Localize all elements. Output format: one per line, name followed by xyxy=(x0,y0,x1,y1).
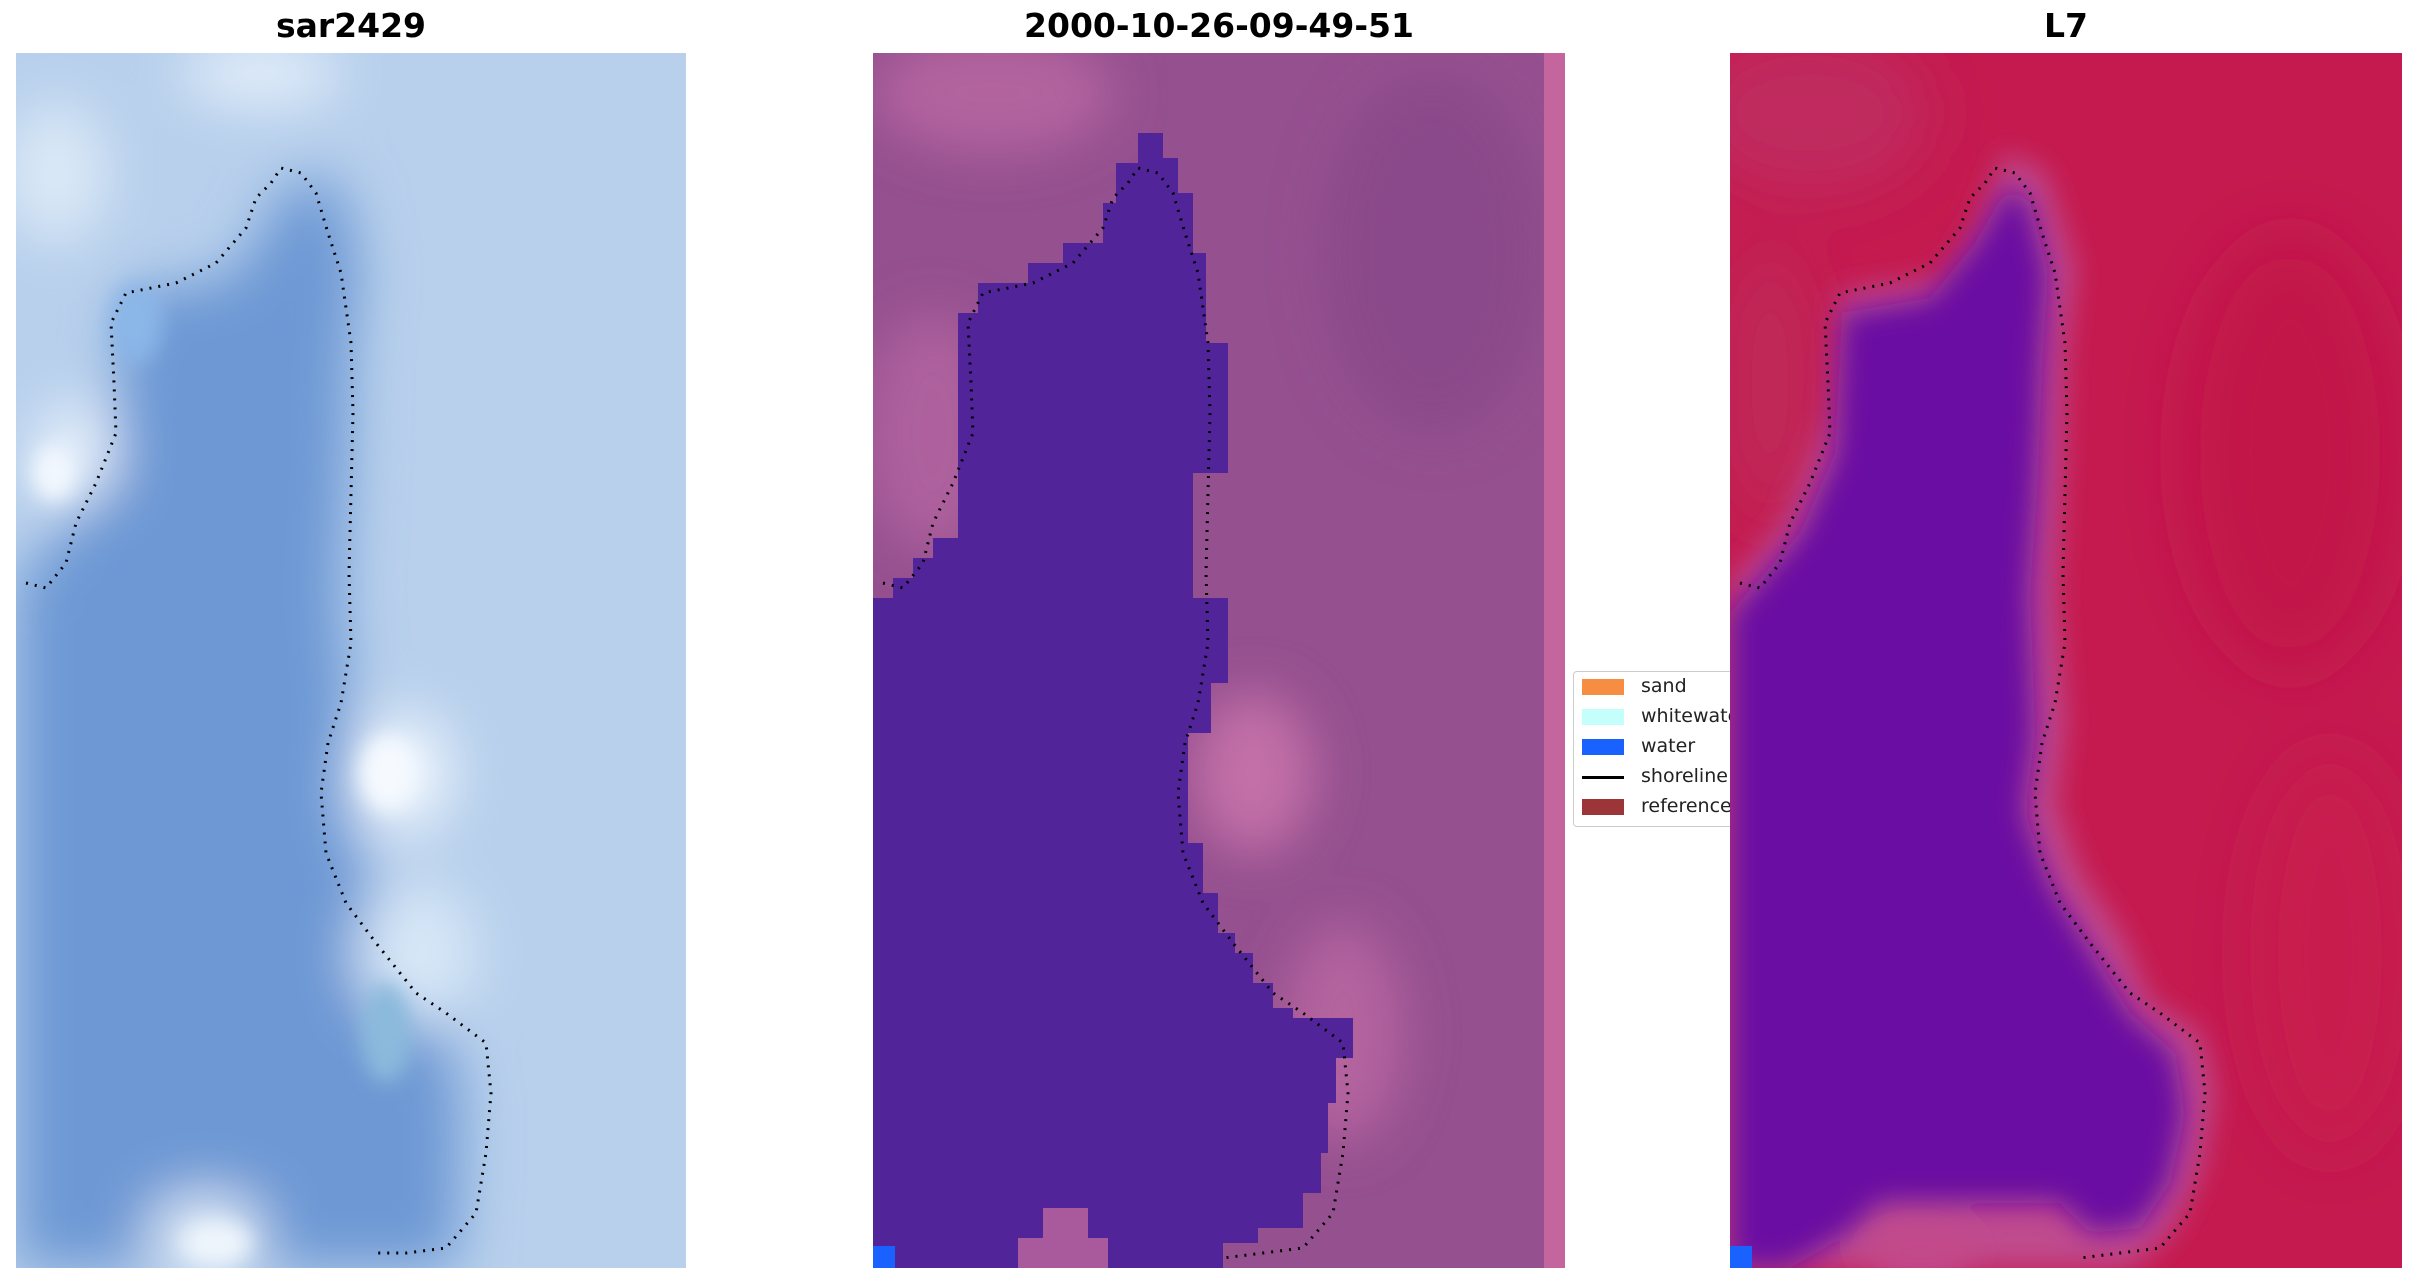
classification-image xyxy=(873,53,1565,1268)
rgb-water-body xyxy=(16,178,461,1268)
rgb-highlight xyxy=(361,983,411,1083)
panel-title-rgb: sar2429 xyxy=(275,6,427,45)
classification-land-tone xyxy=(873,53,1113,153)
l7-water-pixel xyxy=(1730,1246,1752,1268)
reference-swatch xyxy=(1582,799,1624,815)
legend-label: reference xyxy=(1641,795,1732,817)
rgb-highlight xyxy=(32,445,76,501)
whitewater-swatch xyxy=(1582,709,1624,725)
l7-water xyxy=(1730,183,2185,1268)
classification-water-inlet xyxy=(1018,1208,1108,1268)
rgb-bright-patch xyxy=(181,53,341,103)
l7-water-pink-patch xyxy=(1865,1228,1975,1268)
rgb-bright-patch xyxy=(16,103,106,243)
water-swatch xyxy=(1582,739,1624,755)
l7-shoreline xyxy=(1739,166,2207,1260)
classification-shoreline xyxy=(882,166,1350,1260)
classification-edge-strip xyxy=(1544,53,1565,1268)
legend-label: water xyxy=(1641,735,1696,757)
classification-water xyxy=(873,133,1353,1268)
l7-image xyxy=(1730,53,2402,1268)
l7-land-tone xyxy=(2250,753,2402,1153)
legend-label: whitewater xyxy=(1641,705,1748,727)
shoreline-line-swatch xyxy=(1582,776,1624,779)
classification-land-tone xyxy=(1193,693,1313,853)
panel-title-classification: 2000-10-26-09-49-51 xyxy=(1024,6,1414,45)
sand-swatch xyxy=(1582,679,1624,695)
rgb-highlight xyxy=(181,1221,251,1265)
rgb-highlight xyxy=(111,283,161,363)
legend: sand whitewater water shoreline referenc… xyxy=(1573,671,1748,827)
rgb-highlight xyxy=(360,735,416,811)
l7-land-tone xyxy=(1730,53,1930,193)
classification-land-tone xyxy=(1323,73,1543,433)
rgb-shoreline xyxy=(25,166,493,1255)
legend-label: sand xyxy=(1641,675,1687,697)
l7-land-tone xyxy=(1730,243,1810,523)
legend-label: shoreline xyxy=(1641,765,1728,787)
rgb-image xyxy=(16,53,686,1268)
panel-title-l7: L7 xyxy=(2044,6,2088,45)
l7-land-tone xyxy=(2180,233,2400,673)
classification-water-pixel xyxy=(873,1246,895,1268)
